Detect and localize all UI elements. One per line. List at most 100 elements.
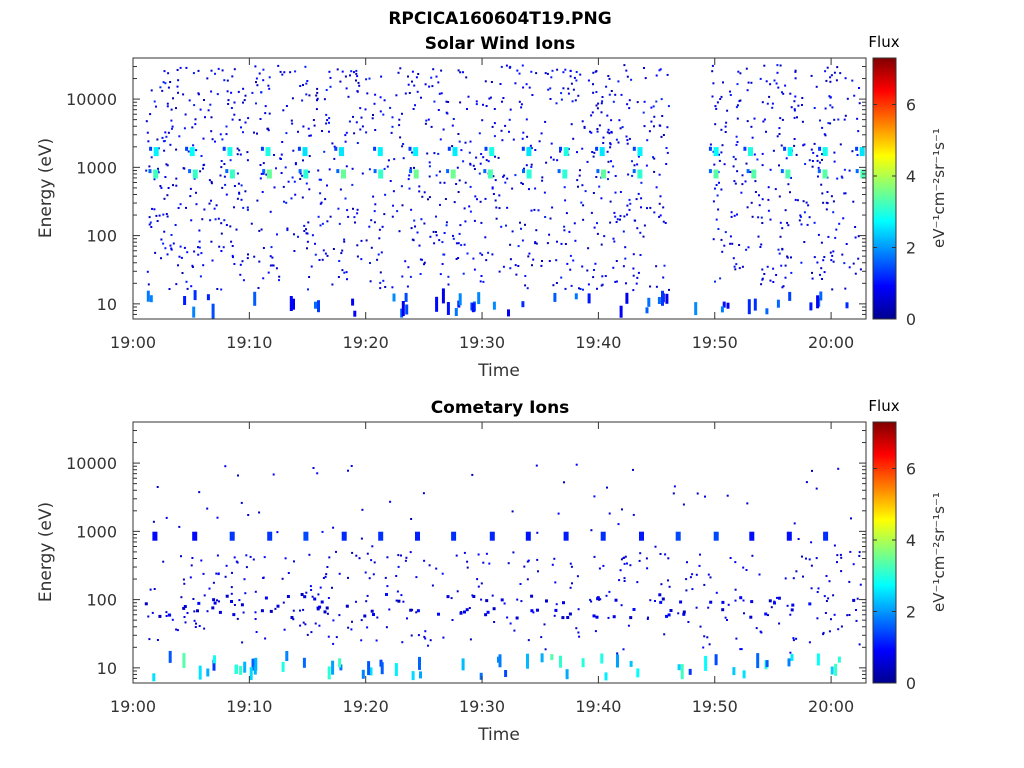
noise-cell [505,224,507,227]
noise-cell [191,264,194,267]
noise-cell [216,288,219,290]
band-cell-periodic-1keV [675,531,681,541]
noise-cell [515,273,518,276]
noise-cell [464,220,467,223]
band-cell-upper-peak [408,146,412,151]
noise-cell [233,263,236,265]
noise-cell [535,464,538,467]
noise-cell [820,267,823,270]
noise-cell [569,69,572,72]
noise-cell [364,571,367,574]
x-axis-solar-wind: 19:00 19:10 19:20 19:30 19:40 19:50 20:00 [110,58,854,352]
noise-cell [388,608,391,611]
noise-cell [386,165,389,168]
band-cell-mid-energy [197,601,201,605]
noise-cell [312,467,315,469]
noise-cell [614,280,617,283]
noise-cell [259,164,262,166]
noise-cell [285,201,288,204]
noise-cell [506,177,509,180]
noise-cell [275,267,278,270]
band-cell-mid-energy [773,601,776,605]
noise-cell [582,204,585,207]
noise-cell [476,198,478,201]
noise-cell [382,279,385,282]
panel-title-cometary: Cometary Ions [431,398,570,418]
noise-cell [624,257,627,260]
noise-cell [441,572,444,575]
noise-cell [355,69,358,72]
band-cell-mid-energy [218,610,222,614]
noise-cell [802,575,804,578]
noise-cell [564,243,567,245]
noise-cell [183,616,186,618]
noise-cell [304,65,307,68]
noise-cell [320,201,323,204]
noise-cell [210,90,213,93]
band-cell-low-energy [461,658,465,671]
noise-cell [355,72,358,75]
colorbar-tick-label: 2 [906,602,916,621]
noise-cell [643,100,646,103]
noise-cell [159,185,162,187]
noise-cell [197,246,199,249]
band-cell-low-energy [587,293,591,304]
noise-cell [826,202,829,205]
noise-cell [532,258,535,261]
noise-cell [685,589,688,592]
noise-cell [833,71,836,74]
noise-cell [214,140,216,143]
noise-cell [256,199,259,202]
band-cell-low-energy [454,308,458,316]
noise-cell [492,175,495,178]
noise-cell [495,217,498,220]
noise-cell [392,190,395,193]
noise-cell [170,119,173,122]
noise-cell [534,187,537,190]
noise-cell [326,254,329,257]
noise-cell [176,629,179,632]
noise-cell [735,637,738,640]
noise-cell [247,253,249,256]
y-tick-label: 10 [97,659,117,678]
noise-cell [162,242,165,245]
noise-cell [724,231,727,234]
noise-cell [177,207,180,209]
noise-cell [309,585,312,588]
noise-cell [156,486,159,488]
noise-cell [358,84,361,87]
noise-cell [660,135,663,138]
noise-cell [149,588,152,591]
noise-cell [833,118,836,121]
noise-cell [714,123,717,126]
noise-cell [192,72,195,75]
noise-cell [328,70,331,73]
noise-cell [291,97,294,100]
noise-cell [853,94,856,97]
noise-cell [520,600,523,603]
noise-cell [854,236,857,239]
noise-cell [239,263,242,266]
noise-cell [473,268,476,271]
noise-cell [240,184,243,187]
noise-cell [200,155,203,157]
noise-cell [462,272,465,275]
noise-cell [521,239,524,242]
noise-cell [757,235,760,238]
noise-cell [786,604,789,607]
noise-cell [852,200,855,203]
colorbar-label-solar-wind: Flux [868,33,899,51]
band-cell-mid-energy [739,596,743,600]
noise-cell [397,565,400,568]
band-cell-low-energy [680,664,684,680]
noise-cell [848,169,851,172]
noise-cell [509,258,512,261]
noise-cell [377,253,380,256]
noise-cell [212,581,215,584]
noise-cell [255,77,258,80]
noise-cell [731,242,734,245]
noise-cell [666,151,669,154]
band-cell-main-peak [596,169,600,174]
plot-frame-cometary [132,421,867,684]
noise-cell [593,226,596,229]
